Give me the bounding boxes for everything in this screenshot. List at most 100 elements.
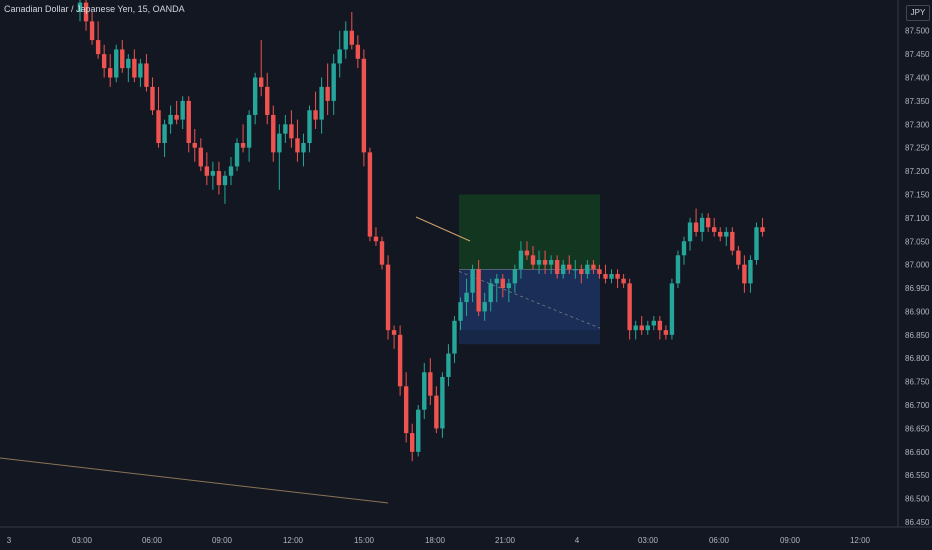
candle-body [120, 49, 125, 69]
candle [180, 96, 185, 129]
time-tick-label: 09:00 [780, 536, 801, 545]
candle [693, 208, 699, 237]
candle [95, 21, 101, 59]
time-tick-label: 15:00 [354, 536, 375, 545]
candle [621, 274, 626, 289]
candle-body [512, 269, 518, 284]
candle [434, 386, 439, 434]
candle [585, 259, 590, 279]
price-tick-label: 86.750 [905, 378, 930, 387]
candle [126, 54, 131, 83]
trend-line-lower [0, 457, 389, 504]
candle [446, 344, 451, 387]
candle-body [458, 302, 463, 321]
candle-body [712, 227, 717, 232]
candle-body [156, 110, 161, 144]
candle [681, 236, 687, 265]
candle [530, 245, 536, 270]
candle [428, 358, 433, 406]
candle [760, 217, 765, 237]
candle [712, 217, 717, 237]
candle [331, 54, 336, 115]
candle-body [657, 320, 663, 331]
candle-body [108, 68, 113, 78]
candle [355, 35, 361, 69]
candle-body [319, 86, 324, 120]
candle [687, 217, 693, 251]
candle [669, 278, 675, 340]
candle-body [403, 386, 409, 434]
candle-body [754, 227, 759, 260]
price-tick-label: 87.400 [905, 74, 930, 83]
candle [114, 44, 119, 83]
candle-body [705, 217, 711, 228]
candle [192, 128, 197, 162]
candle-body [379, 241, 385, 265]
candle [162, 119, 167, 158]
candle-body [718, 231, 723, 237]
price-tick-label: 86.450 [905, 518, 930, 527]
candle [150, 77, 155, 115]
price-tick-label: 86.650 [905, 424, 930, 433]
candle [482, 292, 487, 321]
candle-body [561, 264, 566, 275]
candle [506, 278, 512, 303]
candle-body [313, 110, 318, 120]
candle-body [681, 241, 687, 256]
candle [138, 58, 143, 87]
candle-body [500, 278, 505, 289]
candle-body [162, 124, 167, 144]
time-axis[interactable]: 3 03:00 06:00 09:00 12:00 15:00 18:00 21:00 4 03:… [0, 526, 932, 545]
time-tick-label: 12:00 [283, 536, 304, 545]
candle-body [325, 86, 330, 101]
candle-body [476, 269, 481, 312]
candle-body [663, 330, 669, 335]
price-tick-label: 87.000 [905, 261, 930, 270]
candle-body [204, 166, 210, 176]
candle [597, 264, 602, 279]
price-tick-label: 86.550 [905, 471, 930, 480]
price-tick-label: 87.500 [905, 27, 930, 36]
candle [252, 72, 258, 125]
position-tool[interactable] [458, 194, 601, 345]
candle-body [331, 63, 336, 101]
candle-body [736, 250, 741, 265]
time-tick-label: 09:00 [212, 536, 233, 545]
candle [458, 297, 463, 331]
candle [603, 264, 608, 284]
candle-body [518, 250, 524, 270]
candle-body [277, 133, 282, 153]
candle-body [144, 63, 149, 87]
candle-body [295, 138, 300, 153]
chart-title: Canadian Dollar / Japanese Yen, 15, OAND… [4, 4, 185, 14]
candle-body [579, 269, 584, 275]
candle-body [730, 231, 735, 251]
price-tick-label: 86.950 [905, 284, 930, 293]
candle [246, 110, 252, 162]
title-separator: , [132, 4, 138, 14]
candle-body [446, 353, 451, 377]
candle-body [234, 143, 240, 167]
candle [373, 227, 379, 246]
candle [410, 423, 415, 462]
candle-body [180, 100, 185, 120]
price-axis[interactable]: 87.500 87.450 87.400 87.350 87.300 87.250 87.2… [897, 0, 932, 550]
price-tick-label: 86.850 [905, 331, 930, 340]
candle [494, 274, 499, 303]
candle [385, 255, 391, 340]
candle [277, 124, 282, 190]
price-tick-label: 86.500 [905, 495, 930, 504]
candle-body [89, 21, 95, 41]
candle-body [597, 269, 602, 275]
candle [307, 105, 312, 153]
price-axis-bg [898, 0, 932, 550]
candle [391, 325, 397, 349]
candle-body [675, 255, 681, 284]
candle-body [554, 259, 560, 275]
candle-body [621, 278, 626, 284]
currency-badge[interactable]: JPY [906, 5, 930, 21]
candle [222, 171, 228, 204]
candle-body [609, 274, 614, 279]
drawings[interactable] [0, 216, 471, 504]
